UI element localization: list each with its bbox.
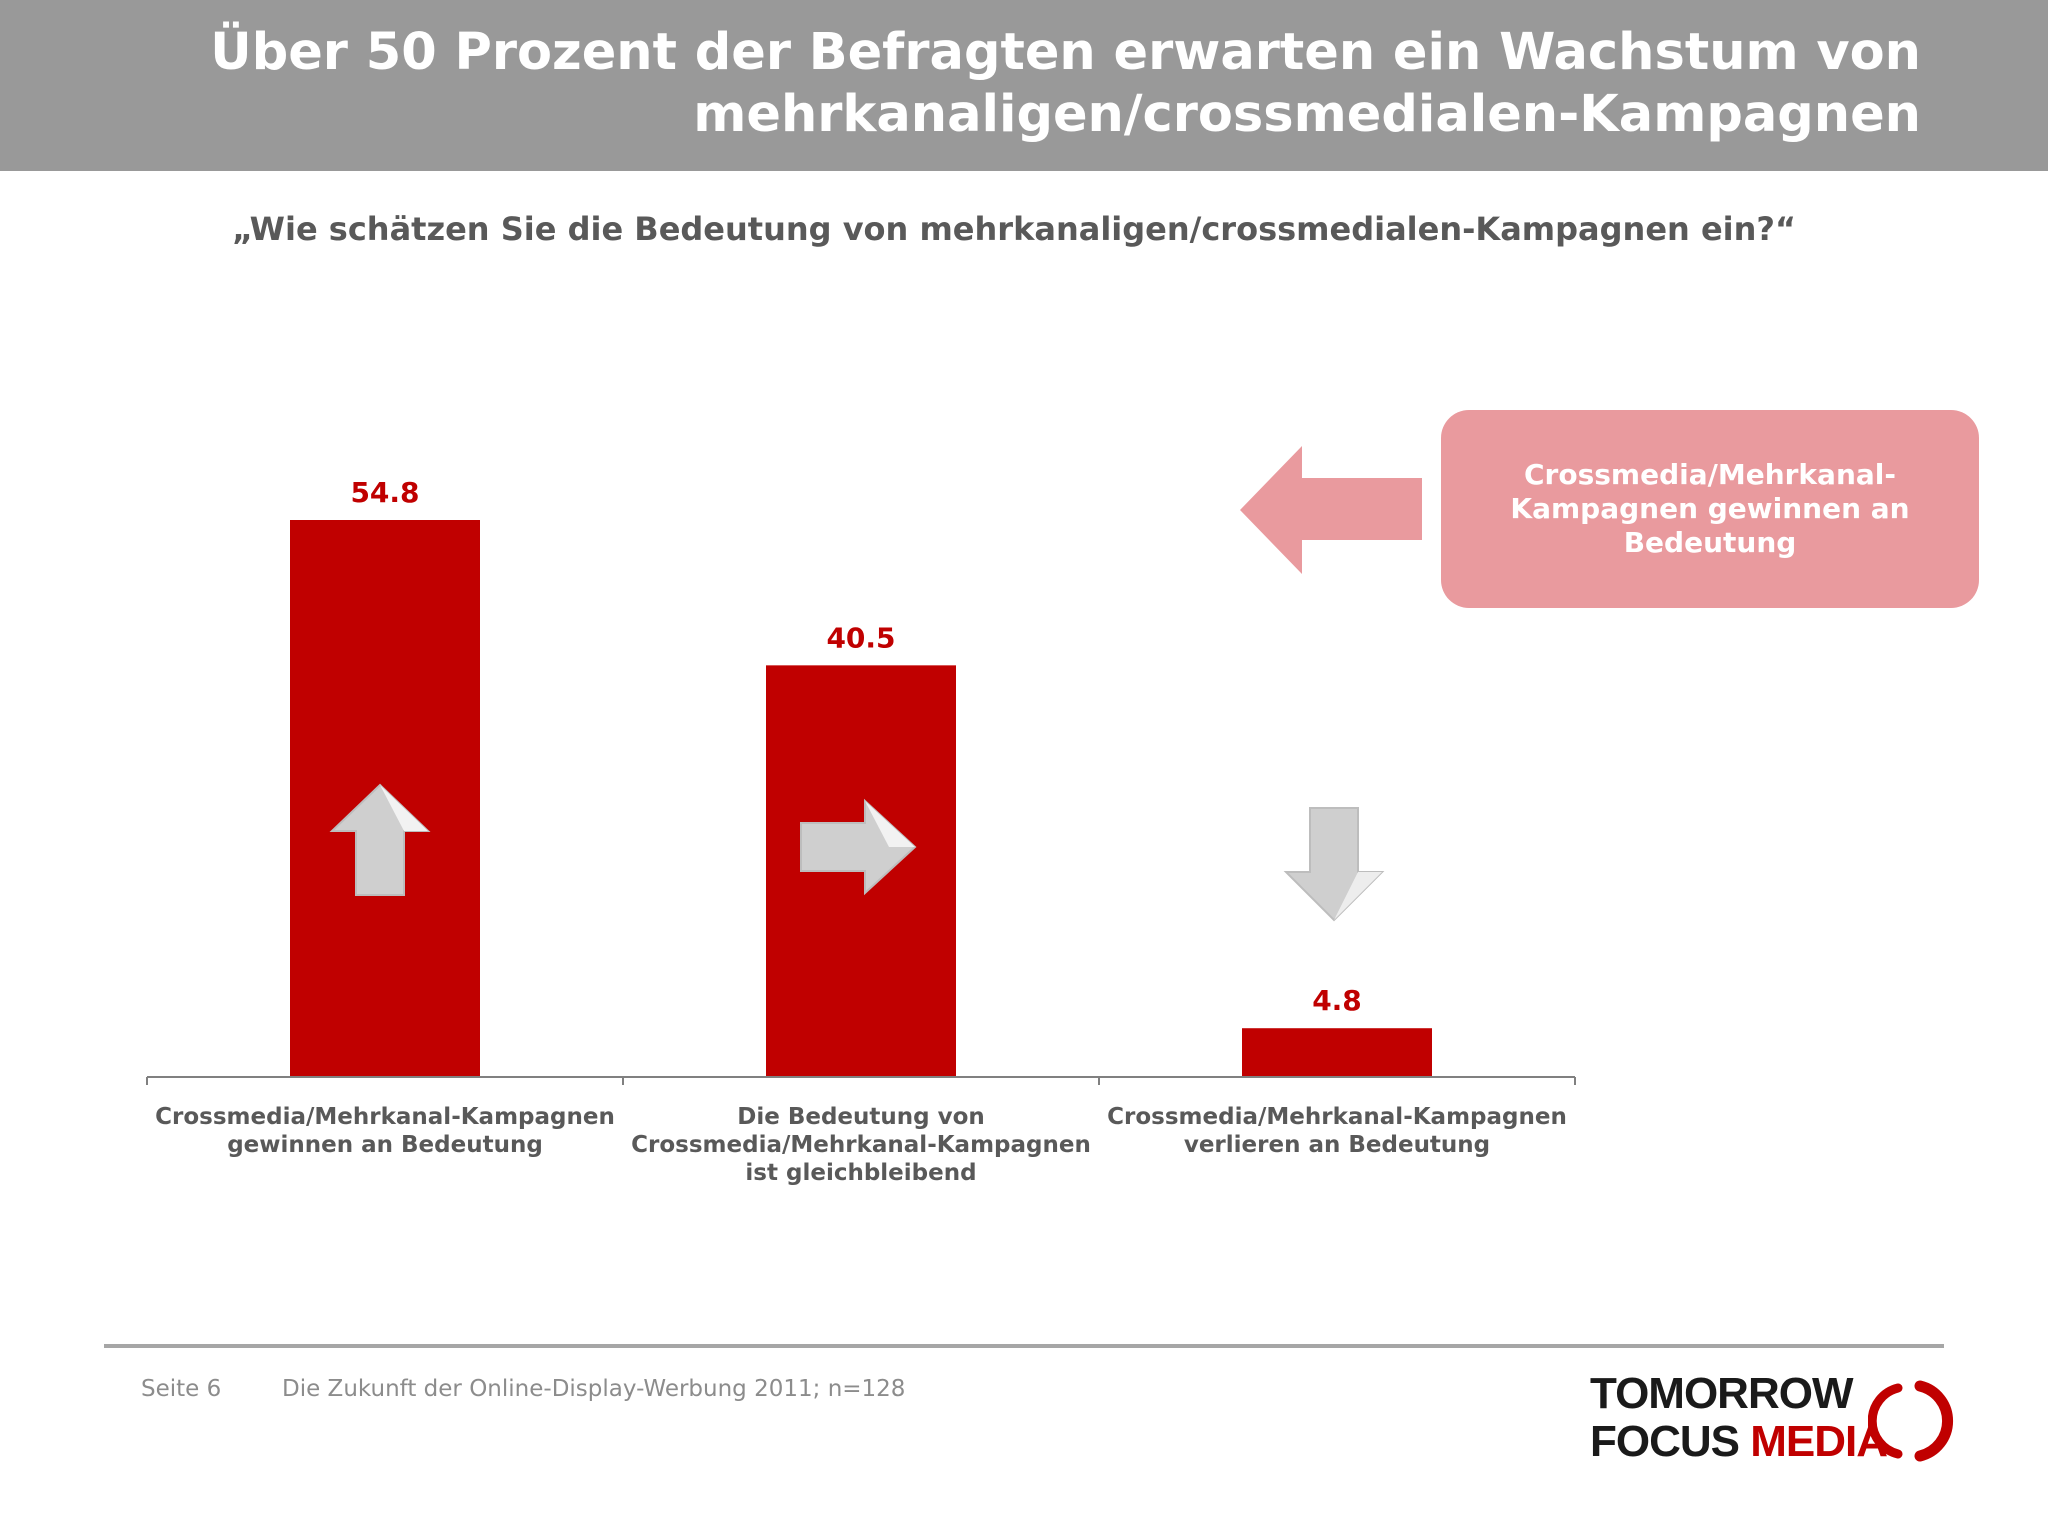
callout-line-3: Bedeutung — [1623, 526, 1797, 559]
bar-value-label: 4.8 — [1312, 984, 1362, 1017]
header-bar: Über 50 Prozent der Befragten erwarten e… — [0, 0, 2048, 171]
bar-value-label: 40.5 — [826, 621, 895, 654]
arrow-right-icon — [800, 798, 917, 896]
logo-word-media: MEDIA — [1750, 1417, 1888, 1466]
page-title-line-1: Über 50 Prozent der Befragten erwarten e… — [210, 23, 1921, 82]
logo-line-1: TOMORROW — [1590, 1369, 1853, 1418]
bars-layer: 54.8 40.5 4.8 — [290, 476, 1432, 1077]
x-tick-label-line: Crossmedia/Mehrkanal-Kampagnen — [631, 1132, 1091, 1158]
callout-line-2: Kampagnen gewinnen an — [1510, 492, 1910, 525]
logo-word-focus: FOCUS — [1590, 1417, 1751, 1466]
x-tick-label-line: Die Bedeutung von — [737, 1104, 985, 1130]
bar — [1242, 1028, 1432, 1077]
arrow-left-icon — [1240, 446, 1422, 574]
x-tick-label-line: Crossmedia/Mehrkanal-Kampagnen — [1107, 1104, 1567, 1130]
footer-page-number: Seite 6 — [141, 1376, 222, 1402]
x-tick-label: Crossmedia/Mehrkanal-Kampagnen gewinnen a… — [150, 1103, 620, 1159]
callout-text: Crossmedia/Mehrkanal- Kampagnen gewinnen… — [1510, 458, 1909, 560]
x-axis — [146, 1076, 1576, 1085]
callout-line-1: Crossmedia/Mehrkanal- — [1523, 458, 1896, 491]
logo-ring-icon — [1868, 1380, 1954, 1462]
logo-line-2: FOCUS MEDIA — [1590, 1417, 1888, 1466]
page-title: Über 50 Prozent der Befragten erwarten e… — [61, 22, 1921, 146]
arrow-up-icon — [329, 783, 431, 896]
bar-value-label: 54.8 — [350, 476, 419, 509]
callout-box: Crossmedia/Mehrkanal- Kampagnen gewinnen… — [1441, 410, 1979, 608]
arrow-down-icon — [1283, 807, 1385, 922]
x-tick-label-line: Crossmedia/Mehrkanal-Kampagnen — [155, 1104, 615, 1130]
page-title-line-2: mehrkanaligen/crossmedialen-Kampagnen — [693, 85, 1921, 144]
x-tick-label-line: ist gleichbleibend — [745, 1160, 977, 1186]
footer-divider — [104, 1344, 1944, 1348]
survey-question: „Wie schätzen Sie die Bedeutung von mehr… — [232, 210, 1796, 248]
x-tick-label-line: verlieren an Bedeutung — [1183, 1132, 1491, 1158]
footer-source: Die Zukunft der Online-Display-Werbung 2… — [282, 1376, 906, 1402]
company-logo: TOMORROW FOCUS MEDIA — [1590, 1370, 1960, 1470]
x-tick-label-line: gewinnen an Bedeutung — [227, 1132, 543, 1158]
trend-icons-layer — [329, 783, 1385, 922]
x-tick-label: Crossmedia/Mehrkanal-Kampagnen verlieren … — [1102, 1103, 1572, 1159]
x-tick-label: Die Bedeutung von Crossmedia/Mehrkanal-Ka… — [626, 1103, 1096, 1187]
